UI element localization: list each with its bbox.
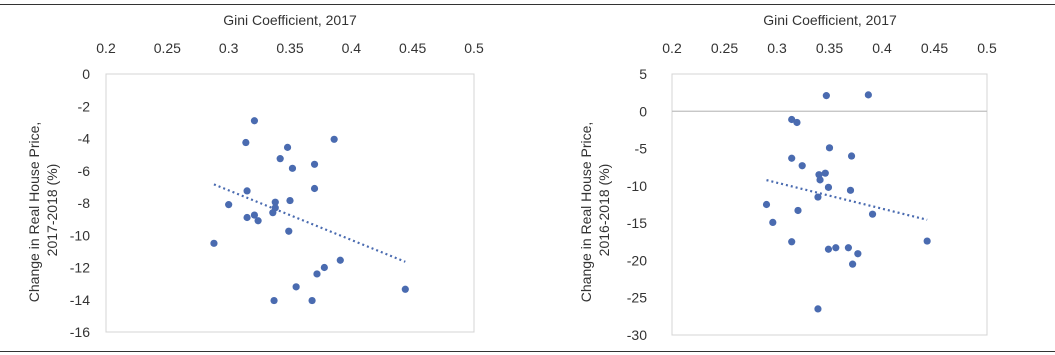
data-point — [270, 296, 278, 305]
x-tick-label: 0.2 — [662, 40, 682, 56]
y-tick-label: 0 — [639, 103, 647, 119]
data-point — [816, 176, 824, 184]
data-point — [283, 143, 292, 151]
trendline — [766, 179, 928, 221]
y-tick-label: -4 — [78, 131, 91, 147]
data-point — [788, 238, 796, 246]
data-point — [864, 91, 872, 99]
y-tick-label: -6 — [78, 163, 91, 179]
x-tick-label: 0.35 — [276, 40, 303, 56]
scatter-chart-2017-2018: Gini Coefficient, 2017 Change in Real Ho… — [26, 12, 484, 340]
x-tick-label: 0.4 — [872, 40, 892, 56]
x-tick-label: 0.3 — [767, 40, 787, 56]
x-tick-label: 0.25 — [154, 40, 181, 56]
data-point — [330, 135, 338, 143]
y-tick-label: -30 — [627, 327, 647, 343]
data-point — [250, 211, 259, 219]
x-tick-label: 0.2 — [96, 40, 116, 56]
x-tick-label: 0.25 — [711, 40, 738, 56]
data-point — [269, 209, 277, 217]
data-point — [849, 260, 857, 268]
plot-area: 0.2 0.25 0.3 0.35 0.4 0.45 0.5 0 -2 -4 -6 -8 -10 -12 -… — [70, 40, 484, 340]
x-tick-label: 0.5 — [464, 40, 484, 56]
data-point — [336, 256, 344, 264]
y-tick-label: -10 — [627, 178, 647, 194]
data-point — [225, 201, 233, 209]
y-tick-label: -2 — [78, 98, 91, 114]
data-point — [320, 263, 328, 272]
data-point — [292, 283, 300, 291]
data-point — [762, 200, 771, 209]
data-point — [846, 186, 855, 194]
trendline — [213, 183, 406, 263]
x-tick-label: 0.45 — [399, 40, 426, 56]
data-point — [310, 184, 319, 193]
data-point — [794, 206, 802, 215]
bottom-rule — [0, 351, 1055, 352]
y-tick-label: -25 — [627, 290, 647, 306]
x-axis-title: Gini Coefficient, 2017 — [223, 12, 357, 28]
y-axis-title-line-1: Change in Real House Price, — [26, 122, 42, 303]
y-tick-label: -14 — [70, 292, 90, 308]
data-point — [271, 198, 279, 206]
data-point — [814, 193, 822, 201]
data-point — [254, 217, 262, 225]
y-tick-label: -16 — [70, 324, 90, 340]
data-point — [288, 164, 297, 172]
y-axis-title-line-2: 2017-2018 (%) — [44, 164, 60, 257]
data-point — [308, 296, 316, 305]
x-tick-label: 0.4 — [342, 40, 362, 56]
data-point — [313, 270, 321, 278]
y-tick-label: -5 — [635, 141, 648, 157]
y-tick-label: 0 — [82, 66, 90, 82]
data-point — [242, 138, 250, 147]
data-point — [788, 154, 796, 162]
x-axis-title: Gini Coefficient, 2017 — [763, 12, 897, 28]
data-point — [847, 152, 856, 160]
data-point — [814, 305, 822, 313]
data-point — [821, 169, 829, 177]
data-point — [401, 285, 409, 293]
x-tick-label: 0.3 — [219, 40, 239, 56]
y-tick-label: -10 — [70, 227, 90, 243]
data-point — [822, 92, 830, 100]
data-point — [243, 213, 251, 222]
data-point — [243, 187, 251, 195]
plot-border — [105, 73, 475, 333]
y-tick-label: -12 — [70, 260, 90, 276]
data-point — [250, 117, 259, 125]
x-tick-label: 0.35 — [816, 40, 843, 56]
data-point — [844, 244, 852, 252]
x-tick-label: 0.45 — [921, 40, 948, 56]
y-axis-title: Change in Real House Price, 2017-2018 (%… — [26, 118, 60, 302]
y-tick-label: -15 — [627, 215, 647, 231]
y-axis-title-line-1: Change in Real House Price, — [578, 122, 594, 303]
y-tick-label: -20 — [627, 252, 647, 268]
data-point — [824, 245, 833, 253]
data-point — [286, 196, 294, 205]
x-tick-label: 0.5 — [977, 40, 997, 56]
y-tick-label: -8 — [78, 195, 91, 211]
scatter-chart-2016-2018: Gini Coefficient, 2017 Change in Real Ho… — [578, 12, 997, 343]
y-tick-label: 5 — [639, 66, 647, 82]
data-point — [285, 227, 293, 235]
data-point — [310, 160, 319, 168]
y-axis-title: Change in Real House Price, 2016-2018 (%… — [578, 118, 612, 302]
data-point — [868, 210, 877, 218]
data-point — [276, 155, 284, 163]
plot-border — [671, 73, 988, 336]
data-point — [824, 183, 833, 191]
top-rule — [0, 4, 1055, 5]
y-axis-title-line-2: 2016-2018 (%) — [596, 164, 612, 257]
data-point — [788, 115, 796, 124]
data-point — [832, 244, 840, 252]
data-point — [769, 218, 777, 226]
data-point — [798, 162, 806, 170]
data-point — [854, 250, 862, 258]
data-point — [793, 118, 801, 127]
data-point — [923, 237, 931, 245]
data-point — [825, 144, 834, 152]
plot-area: 0.2 0.25 0.3 0.35 0.4 0.45 0.5 5 0 -5 -10 -15 -20 -25… — [627, 40, 997, 343]
data-point — [210, 239, 218, 247]
